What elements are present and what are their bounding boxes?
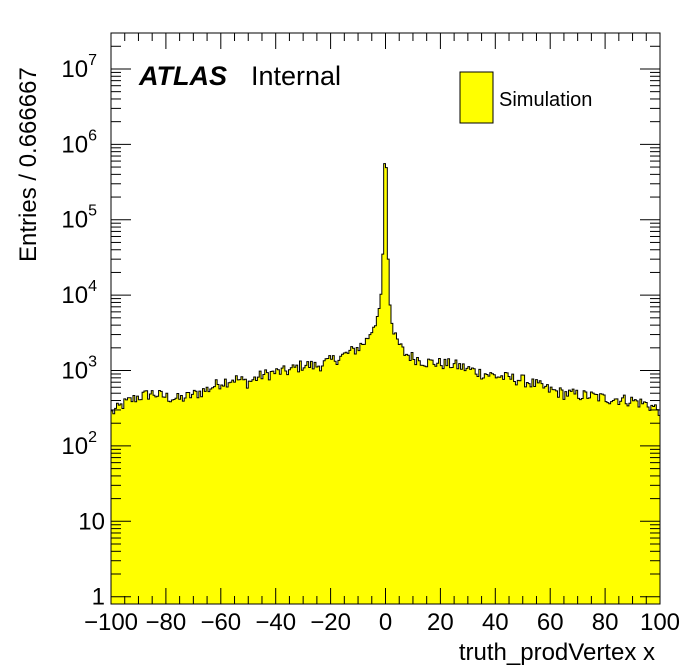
- x-axis-title: truth_prodVertex x: [459, 639, 655, 666]
- y-tick-label: 103: [61, 354, 97, 385]
- x-tick-label: 40: [482, 609, 509, 636]
- legend-label: Simulation: [499, 89, 592, 111]
- histogram-outline: [111, 163, 660, 416]
- y-tick-label: 104: [61, 278, 97, 309]
- x-tick-label: −80: [146, 609, 187, 636]
- x-tick-label: −60: [200, 609, 241, 636]
- x-tick-label: 100: [640, 609, 680, 636]
- x-tick-label: −100: [84, 609, 138, 636]
- x-tick-label: −40: [255, 609, 296, 636]
- atlas-label: ATLAS: [138, 61, 227, 91]
- y-tick-label: 10: [78, 508, 105, 535]
- y-tick-label: 105: [61, 203, 97, 234]
- y-axis-title: Entries / 0.666667: [15, 67, 42, 262]
- x-tick-label: −20: [310, 609, 351, 636]
- y-tick-label: 107: [61, 52, 97, 83]
- x-tick-label: 20: [427, 609, 454, 636]
- plot-area: [111, 163, 660, 604]
- y-tick-label: 106: [61, 127, 97, 158]
- axes: −100 −80 −60 −40 −20 0 20 40 60 80 100 1 10 102 103 104…: [61, 32, 680, 636]
- histogram-fill: [111, 163, 660, 604]
- legend-swatch: [459, 71, 494, 124]
- x-tick-label: 60: [537, 609, 564, 636]
- y-tick-label: 1: [92, 584, 105, 611]
- labels: ATLAS Internal Simulation truth_prodVert…: [15, 61, 655, 666]
- status-label: Internal: [251, 61, 341, 91]
- x-tick-label: 80: [592, 609, 619, 636]
- x-tick-label: 0: [379, 609, 392, 636]
- y-tick-label: 102: [61, 429, 97, 460]
